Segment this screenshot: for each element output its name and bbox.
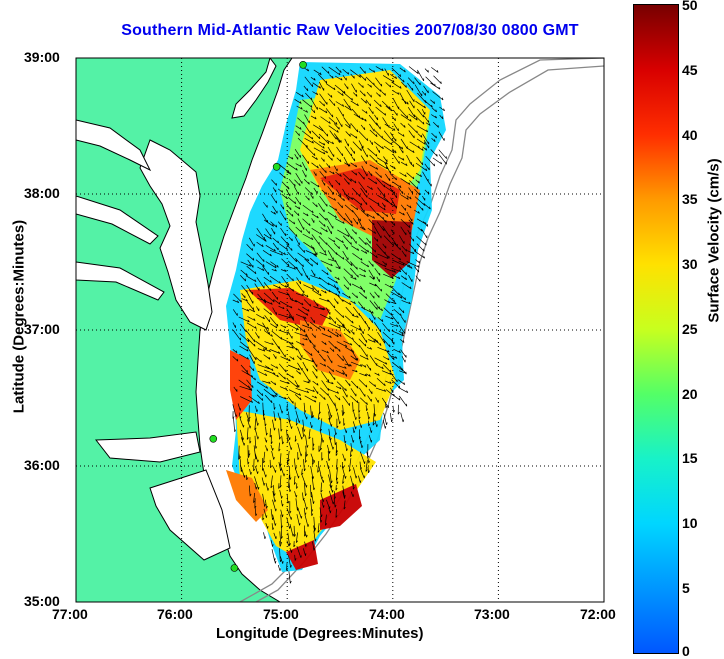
x-tick-label: 74:00 [369, 606, 405, 622]
map-title: Southern Mid-Atlantic Raw Velocities 200… [121, 22, 579, 39]
albemarle-sound [95, 431, 201, 463]
colorbar-tick: 35 [682, 191, 698, 207]
river-1 [76, 119, 152, 172]
chesapeake-bay [139, 139, 213, 331]
hf-radar-stations [209, 61, 307, 572]
colorbar-tick: 45 [682, 62, 698, 78]
plot-frame [75, 57, 605, 603]
station-marker [209, 434, 218, 443]
x-tick-label: 72:00 [580, 606, 616, 622]
colorbar [633, 4, 679, 654]
y-tick-label: 36:00 [24, 457, 60, 473]
station-marker [272, 163, 281, 171]
y-axis-label: Latitude (Degrees:Minutes) [10, 219, 28, 414]
river-3 [76, 261, 165, 301]
colorbar-tick: 20 [682, 386, 698, 402]
colorbar-label: Surface Velocity (cm/s) [705, 158, 723, 323]
y-tick-label: 38:00 [24, 185, 60, 201]
y-tick-label: 35:00 [24, 593, 60, 609]
y-tick-label: 37:00 [24, 321, 60, 337]
colorbar-tick: 10 [682, 515, 698, 531]
x-tick-label: 77:00 [52, 606, 88, 622]
y-tick-label: 39:00 [24, 49, 60, 65]
x-axis-label: Longitude (Degrees:Minutes) [216, 625, 424, 642]
colorbar-tick: 50 [682, 0, 698, 13]
river-2 [76, 195, 159, 245]
colorbar-tick: 25 [682, 321, 698, 337]
pamlico-sound [149, 469, 231, 561]
colorbar-tick: 5 [682, 580, 690, 596]
x-tick-label: 76:00 [157, 606, 193, 622]
colorbar-tick: 15 [682, 450, 698, 466]
colorbar-tick: 0 [682, 643, 690, 659]
colorbar-tick: 30 [682, 256, 698, 272]
station-marker [299, 61, 307, 69]
x-tick-label: 73:00 [474, 606, 510, 622]
colorbar-tick: 40 [682, 127, 698, 143]
station-marker [230, 564, 239, 572]
x-tick-label: 75:00 [263, 606, 299, 622]
grid [76, 58, 604, 602]
delaware-bay [231, 58, 277, 119]
